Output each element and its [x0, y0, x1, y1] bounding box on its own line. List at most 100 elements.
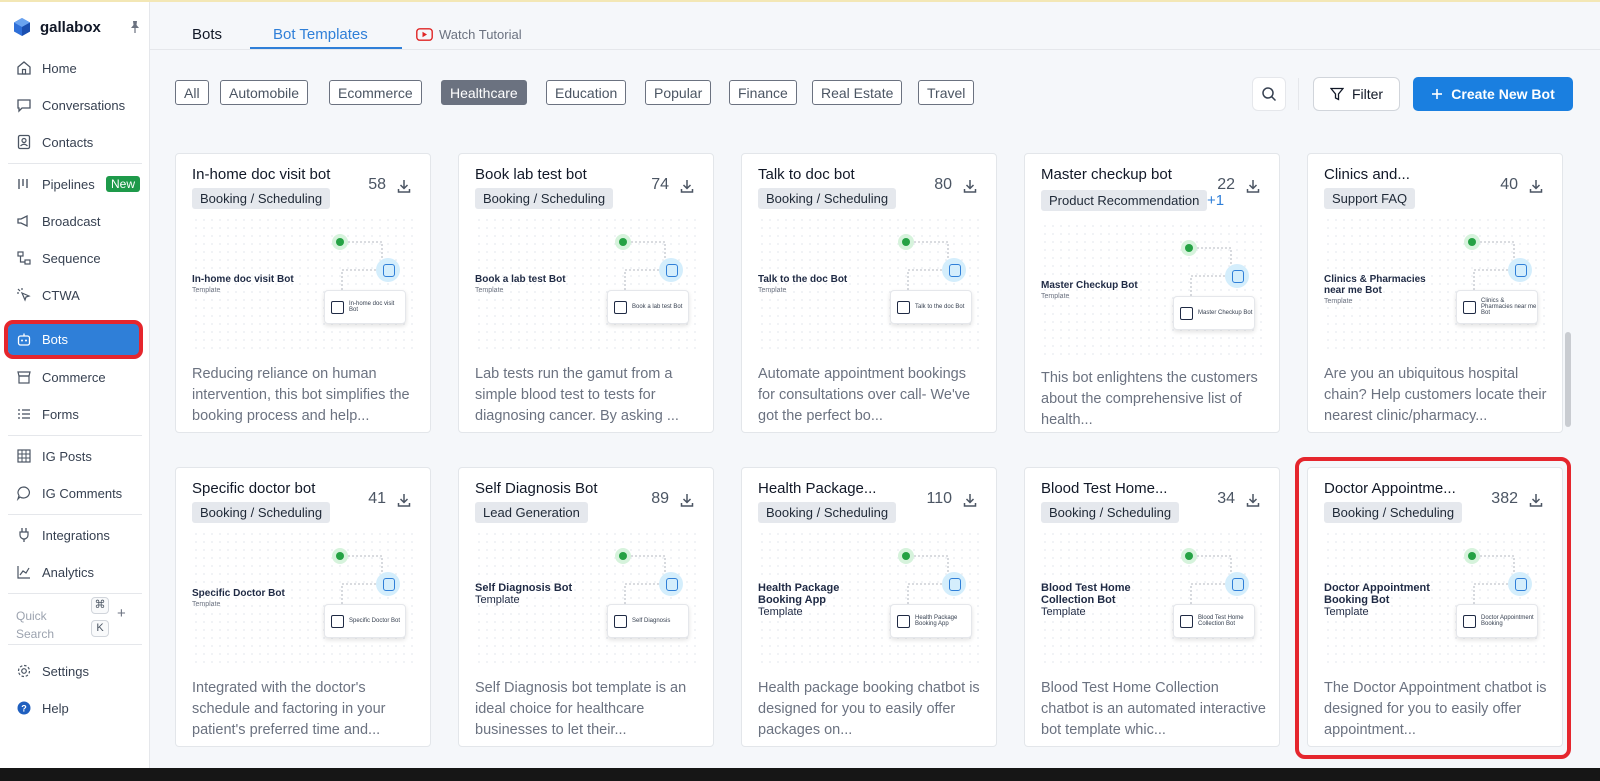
filter-chip-automobile[interactable]: Automobile [220, 80, 309, 105]
more-tags-count[interactable]: +1 [1207, 192, 1225, 209]
preview-subtitle: Template [758, 606, 803, 618]
scrollbar-thumb[interactable] [1565, 332, 1571, 427]
template-card[interactable]: Blood Test Home... Booking / Scheduling 34… [1024, 467, 1280, 747]
whatsapp-icon [898, 234, 914, 250]
filter-chip-finance[interactable]: Finance [729, 80, 797, 105]
download-icon[interactable] [962, 492, 978, 508]
sidebar-item-broadcast[interactable]: Broadcast [8, 204, 142, 238]
filter-chip-ecommerce[interactable]: Ecommerce [329, 80, 422, 105]
new-badge: New [105, 176, 140, 192]
sidebar-item-integrations[interactable]: Integrations [8, 518, 142, 552]
sidebar-item-ctwa[interactable]: CTWA [8, 278, 142, 312]
sidebar-item-ig-posts[interactable]: IG Posts [8, 439, 142, 473]
bot-node-icon [376, 258, 400, 282]
filter-chip-healthcare[interactable]: Healthcare [441, 80, 527, 105]
brand[interactable]: gallabox [12, 17, 101, 37]
download-icon[interactable] [1245, 492, 1261, 508]
tab-bots[interactable]: Bots [192, 26, 223, 43]
bot-node-icon [1225, 264, 1249, 288]
template-card[interactable]: Master checkup bot Product Recommendation… [1024, 153, 1280, 433]
download-icon[interactable] [396, 492, 412, 508]
filter-button-label: Filter [1351, 86, 1384, 102]
category-tag: Support FAQ [1324, 188, 1416, 209]
sidebar-item-label: Sequence [42, 250, 101, 266]
template-card[interactable]: Talk to doc bot Booking / Scheduling 80 Tal… [741, 153, 997, 433]
download-count: 80 [934, 176, 952, 193]
bot-node-icon [659, 258, 683, 282]
download-icon[interactable] [396, 178, 412, 194]
sidebar-item-sequence[interactable]: Sequence [8, 241, 142, 275]
whatsapp-icon [332, 234, 348, 250]
bot-node-icon [1508, 572, 1532, 596]
category-tag: Booking / Scheduling [192, 188, 331, 209]
sidebar-item-label: CTWA [42, 287, 80, 303]
filter-chip-travel[interactable]: Travel [918, 80, 975, 105]
search-button[interactable] [1252, 77, 1286, 111]
sidebar-item-ig-comments[interactable]: IG Comments [8, 476, 142, 510]
download-count: 89 [651, 490, 669, 507]
category-tag: Booking / Scheduling [1324, 502, 1463, 523]
download-icon[interactable] [679, 178, 695, 194]
filter-chip-all[interactable]: All [175, 80, 209, 105]
sequence-icon [17, 251, 31, 265]
analytics-icon [17, 566, 30, 579]
sidebar-item-bots[interactable]: Bots [8, 323, 142, 356]
bot-flow-preview: Clinics & Pharmacies near me Bot Template… [1324, 216, 1548, 354]
sidebar-item-label: IG Comments [42, 485, 123, 501]
download-icon[interactable] [962, 178, 978, 194]
search-icon [1262, 87, 1277, 102]
create-new-bot-button[interactable]: Create New Bot [1413, 77, 1573, 111]
whatsapp-icon [615, 234, 631, 250]
flow-connector-lines [1473, 555, 1515, 604]
filter-chip-real-estate[interactable]: Real Estate [812, 80, 903, 105]
preview-title: Book a lab test Bot Template [475, 274, 595, 296]
sidebar-item-pipelines[interactable]: Pipelines New [8, 167, 142, 201]
watch-tutorial-link[interactable]: Watch Tutorial [416, 27, 522, 42]
sidebar-item-label: IG Posts [42, 448, 92, 464]
quick-search-label[interactable]: Quick Search [16, 609, 55, 641]
category-tag: Booking / Scheduling [758, 502, 897, 523]
download-icon[interactable] [1245, 178, 1261, 194]
template-card[interactable]: Doctor Appointme... Booking / Scheduling 3… [1307, 467, 1563, 747]
card-title: In-home doc visit bot [192, 166, 331, 183]
bot-flow-preview: In-home doc visit Bot Template In-home doc… [192, 216, 416, 354]
flow-connector-lines [1190, 247, 1232, 296]
template-card[interactable]: In-home doc visit bot Booking / Schedulin… [175, 153, 431, 433]
sidebar-item-contacts[interactable]: Contacts [8, 125, 142, 159]
sidebar-item-conversations[interactable]: Conversations [8, 88, 142, 122]
download-icon[interactable] [1528, 178, 1544, 194]
download-icon[interactable] [1528, 492, 1544, 508]
flow-node: Self Diagnosis [607, 604, 689, 638]
pin-icon[interactable] [128, 20, 142, 34]
filter-chip-popular[interactable]: Popular [645, 80, 712, 105]
sidebar-item-commerce[interactable]: Commerce [8, 360, 142, 394]
sidebar-item-settings[interactable]: Settings [8, 654, 142, 688]
template-card[interactable]: Self Diagnosis Bot Lead Generation 89 Self … [458, 467, 714, 747]
bot-flow-preview: Book a lab test Bot Template Book a lab te… [475, 216, 699, 354]
download-icon[interactable] [679, 492, 695, 508]
tab-bot-templates[interactable]: Bot Templates [273, 26, 368, 43]
cmd-key: ⌘ [91, 597, 109, 614]
flow-connector-lines [341, 241, 383, 290]
comment-icon [16, 486, 30, 501]
sidebar-item-label: Integrations [42, 527, 110, 543]
card-title: Specific doctor bot [192, 480, 316, 497]
filter-chip-education[interactable]: Education [546, 80, 627, 105]
template-card[interactable]: Specific doctor bot Booking / Scheduling 4… [175, 467, 431, 747]
flow-connector-lines [907, 241, 949, 290]
sidebar-item-label: Forms [42, 406, 79, 422]
sidebar-item-help[interactable]: ? Help [8, 691, 142, 725]
sidebar-item-forms[interactable]: Forms [8, 397, 142, 431]
sidebar-item-analytics[interactable]: Analytics [8, 555, 142, 589]
ctwa-icon [17, 288, 31, 302]
sidebar-item-home[interactable]: Home [8, 51, 142, 85]
template-card[interactable]: Health Package... Booking / Scheduling 110… [741, 467, 997, 747]
filter-button[interactable]: Filter [1313, 77, 1400, 111]
card-title: Master checkup bot [1041, 166, 1172, 183]
template-card[interactable]: Clinics and... Support FAQ 40 Clinics & Pha… [1307, 153, 1563, 433]
template-card[interactable]: Book lab test bot Booking / Scheduling 74 B… [458, 153, 714, 433]
card-title: Health Package... [758, 480, 877, 497]
category-tag: Lead Generation [475, 502, 588, 523]
forms-icon [18, 409, 30, 419]
